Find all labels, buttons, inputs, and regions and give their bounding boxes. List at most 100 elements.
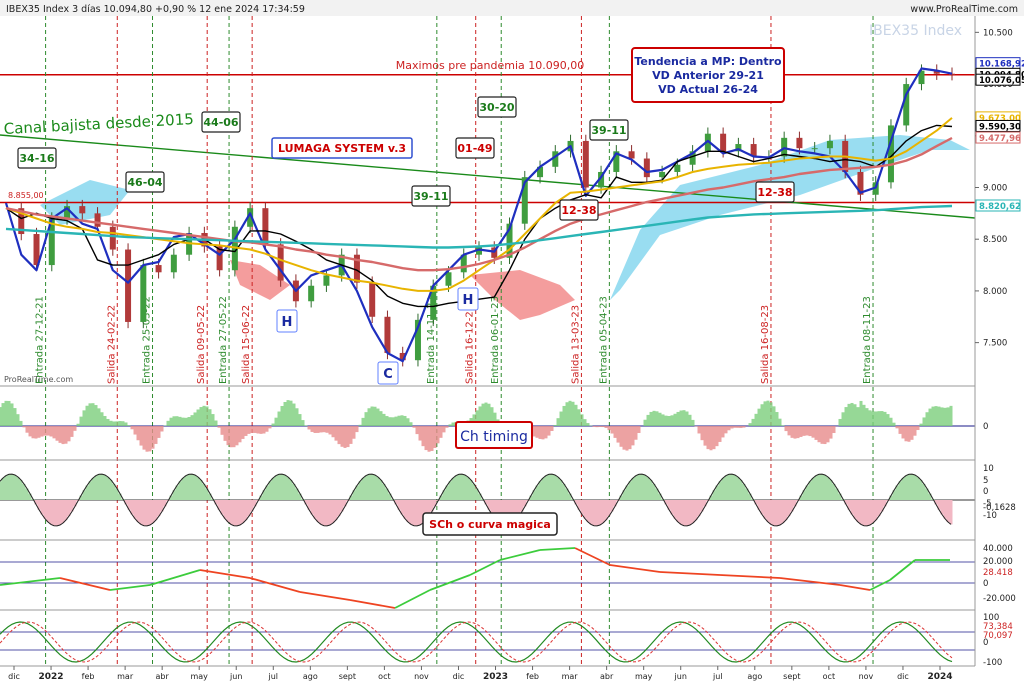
- pandemic-label: Maximos pre pandemia 10.090,00: [396, 59, 584, 72]
- price-candle: [750, 144, 757, 157]
- score-box: [755, 181, 795, 203]
- score-box: [559, 199, 599, 221]
- price-candle: [79, 206, 86, 214]
- score-box: [411, 185, 451, 207]
- price-tag: 10.076,05: [979, 76, 1024, 86]
- x-tick-label: mar: [562, 672, 579, 681]
- osc-segment: [349, 599, 396, 609]
- osc-segment: [609, 564, 661, 573]
- y-tick-label: 8.500: [983, 235, 1007, 245]
- x-tick-label: dic: [897, 672, 909, 681]
- x-tick-label: ago: [303, 672, 318, 681]
- osc-segment: [779, 577, 841, 586]
- osc-segment: [109, 584, 151, 591]
- x-tick-label: jun: [674, 672, 687, 681]
- ind-axis-label: -10: [983, 511, 997, 521]
- osc-segment: [0, 577, 61, 586]
- price-candle: [399, 352, 406, 361]
- osc-segment: [299, 591, 351, 601]
- signal-label: Entrada 25-03-22: [142, 296, 153, 384]
- system-box: [271, 137, 413, 159]
- signal-label: Salida 15-06-22: [241, 305, 252, 384]
- price-tag-box: [975, 73, 1021, 86]
- price-candle: [64, 206, 71, 219]
- osc-segment: [499, 549, 541, 561]
- watermark: IBEX35 Index: [869, 23, 962, 39]
- source-url[interactable]: www.ProRealTime.com: [910, 4, 1018, 15]
- ind-value: 73,384: [983, 622, 1013, 632]
- price-candle: [445, 272, 452, 286]
- price-candle: [903, 84, 910, 126]
- price-candle: [323, 275, 330, 286]
- price-candle: [140, 265, 147, 322]
- x-tick-label: abr: [600, 672, 614, 681]
- price-candle: [216, 246, 223, 271]
- osc-segment: [429, 574, 471, 591]
- osc-segment: [889, 559, 916, 581]
- score-box: [17, 147, 57, 169]
- x-tick-label: ago: [747, 672, 762, 681]
- osc-segment: [199, 569, 251, 579]
- main-panel: Entrada 27-12-21 Salida 24-02-22 Entrada 2…: [0, 16, 976, 666]
- price-candle: [18, 208, 25, 235]
- price-candle: [643, 158, 650, 178]
- price-candle: [537, 166, 544, 178]
- ind-axis-label: 20.000: [983, 557, 1013, 567]
- cloud-bearish: [230, 260, 290, 300]
- hc-label: C: [383, 367, 393, 382]
- score-label: 46-04: [127, 176, 163, 189]
- price-candle: [170, 254, 177, 273]
- y-tick-label: 10.500: [983, 28, 1013, 38]
- price-candle: [48, 218, 55, 266]
- price-candle: [659, 171, 666, 178]
- x-tick-label: 2023: [483, 672, 508, 682]
- score-label: 39-11: [591, 124, 626, 137]
- price-candle: [704, 133, 711, 152]
- price-tag: 10.168,92: [979, 60, 1024, 70]
- price-candle: [430, 285, 437, 320]
- series-line: [5, 204, 953, 249]
- ind-axis-label: -100: [983, 658, 1002, 668]
- score-label: 30-20: [479, 101, 515, 114]
- signal-label: Entrada 27-12-21: [35, 296, 46, 384]
- price-candle: [796, 137, 803, 149]
- ind-axis-label: 0: [983, 638, 988, 648]
- price-tag: 9.477,96: [979, 134, 1021, 144]
- ind-axis-label: 5: [983, 476, 988, 486]
- system-label: LUMAGA SYSTEM v.3: [278, 142, 406, 155]
- score-box: [125, 171, 165, 193]
- hc-box: [457, 287, 479, 311]
- price-tag-box: [975, 119, 1021, 132]
- x-tick-label: jul: [268, 672, 279, 681]
- channel-line: [0, 134, 976, 219]
- score-box: [201, 111, 241, 133]
- x-tick-label: oct: [378, 672, 390, 681]
- ind-value: -0,1628: [983, 503, 1016, 513]
- score-box: [455, 137, 495, 159]
- price-candle: [598, 171, 605, 188]
- series-line: [5, 117, 953, 292]
- signal-label: Entrada 27-05-22: [218, 296, 229, 384]
- ch-timing-label: Ch timing: [460, 429, 528, 445]
- price-candle: [94, 213, 101, 227]
- x-tick-label: nov: [414, 672, 429, 681]
- trend-line: VD Anterior 29-21: [652, 69, 764, 82]
- x-tick-label: oct: [823, 672, 835, 681]
- support-level-label: 8.855,00: [8, 191, 44, 200]
- price-candle: [933, 70, 940, 74]
- ind-value: 70,097: [983, 631, 1013, 641]
- x-tick-label: jun: [229, 672, 242, 681]
- price-tag: 9.590,30: [979, 122, 1021, 132]
- score-box: [589, 119, 629, 141]
- ind-axis-label: 100: [983, 613, 999, 623]
- cloud-bearish: [470, 270, 575, 320]
- price-candle: [476, 247, 482, 255]
- price-tag: 8.820,62: [979, 202, 1021, 212]
- x-tick-label: mar: [117, 672, 134, 681]
- price-candle: [414, 319, 421, 361]
- ind-axis-label: -20.000: [983, 594, 1016, 604]
- x-tick-label: feb: [82, 672, 95, 681]
- osc-segment: [59, 577, 111, 591]
- price-candle: [582, 140, 589, 188]
- ch-timing-box: [455, 421, 533, 449]
